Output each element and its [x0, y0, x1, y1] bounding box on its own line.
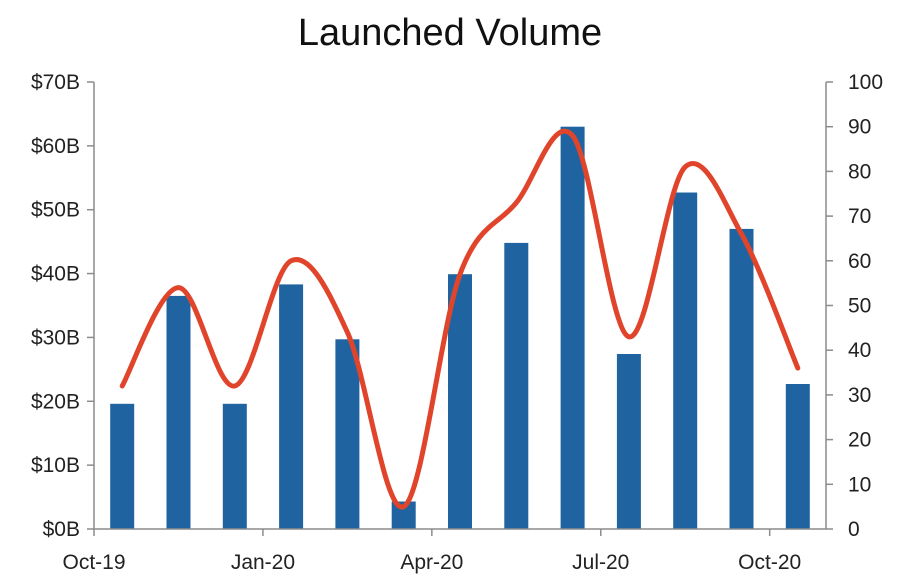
y-right-tick-label: 30: [848, 384, 871, 407]
x-tick-label: Oct-19: [62, 551, 125, 574]
chart-title: Launched Volume: [297, 12, 603, 54]
bar-Feb-20: [335, 339, 360, 529]
y-left-tick-label: $60B: [31, 135, 80, 158]
x-tick-label: Apr-20: [400, 551, 463, 574]
y-left-tick-label: $50B: [31, 199, 80, 222]
bar-Oct-20: [785, 384, 810, 529]
chart-axes: $0B $10B $20B $30B $40B $50B $60B $70B 0 10 20 30 40…: [31, 71, 883, 574]
bar-Jan-20: [279, 284, 304, 529]
bar-Dec-19: [222, 403, 247, 529]
y-left-tick-label: $70B: [31, 71, 80, 94]
line-series: [119, 128, 801, 510]
line-path: [119, 128, 801, 510]
bar-Jun-20: [560, 126, 585, 529]
bar-Jul-20: [616, 354, 641, 529]
x-tick-label: Oct-20: [738, 551, 801, 574]
y-left-tick-label: $20B: [31, 390, 80, 413]
y-right-tick-label: 50: [848, 295, 871, 318]
bar-series: [110, 126, 810, 529]
bar-Aug-20: [673, 192, 698, 529]
y-right-tick-label: 40: [848, 339, 871, 362]
bar-May-20: [504, 242, 529, 529]
y-left-tick-label: $10B: [31, 454, 80, 477]
y-right-tick-label: 80: [848, 160, 871, 183]
y-right-tick-label: 60: [848, 250, 871, 273]
bar-Apr-20: [448, 274, 472, 529]
bar-Sep-20: [729, 228, 754, 529]
y-left-tick-label: $40B: [31, 263, 80, 286]
y-right-tick-label: 100: [848, 71, 883, 94]
y-right-tick-label: 0: [848, 518, 860, 541]
y-right-tick-label: 20: [848, 429, 871, 452]
x-tick-label: Jan-20: [231, 551, 295, 574]
bar-Oct-19: [110, 403, 135, 529]
y-right-tick-label: 70: [848, 205, 871, 228]
y-right-tick-label: 90: [848, 116, 871, 139]
bar-Nov-19: [166, 295, 191, 529]
y-left-tick-label: $0B: [43, 518, 80, 541]
y-left-tick-label: $30B: [31, 326, 80, 349]
x-tick-label: Jul-20: [572, 551, 629, 574]
y-right-tick-label: 10: [848, 473, 871, 496]
